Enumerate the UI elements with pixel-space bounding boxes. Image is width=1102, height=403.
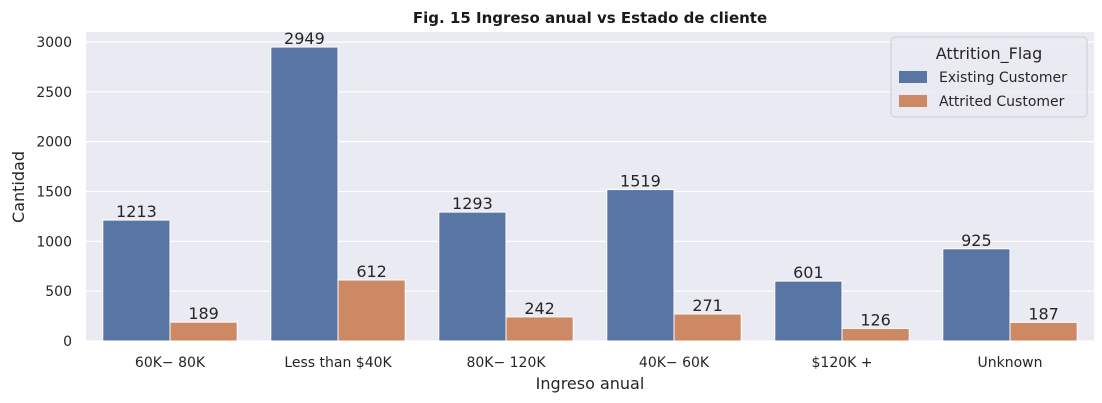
x-tick-label: Unknown (978, 355, 1043, 371)
bar-value-label: 1213 (116, 202, 157, 221)
x-tick-label: 80K− 120K (466, 355, 546, 371)
bar-value-label: 1293 (452, 194, 493, 213)
bar-value-label: 925 (961, 231, 992, 250)
bar-attrited (337, 279, 406, 342)
y-tick-label: 1500 (36, 184, 72, 200)
bar-value-label: 2949 (284, 29, 325, 48)
bar-attrited (169, 321, 238, 342)
chart-title: Fig. 15 Ingreso anual vs Estado de clien… (413, 9, 767, 27)
x-tick-label: 60K− 80K (135, 355, 206, 371)
bar-value-label: 189 (188, 304, 219, 323)
bar-attrited (1009, 321, 1078, 342)
x-tick-label: $120K + (812, 355, 873, 371)
bar-attrited (505, 316, 574, 342)
legend: Attrition_Flag Existing Customer Attrite… (890, 36, 1088, 118)
y-tick-label: 1000 (36, 234, 72, 250)
bar-value-label: 1519 (620, 172, 661, 191)
x-tick-label: 40K− 60K (639, 355, 710, 371)
bar-value-label: 601 (793, 263, 824, 282)
legend-label-attrited: Attrited Customer (939, 94, 1065, 110)
bar-existing (438, 211, 507, 342)
y-tick-label: 2500 (36, 85, 72, 101)
bar-value-label: 271 (692, 296, 723, 315)
y-axis-label: Cantidad (9, 151, 28, 223)
bar-existing (102, 219, 171, 342)
bar-existing (606, 189, 675, 342)
legend-swatch-attrited (899, 95, 927, 107)
bars (102, 46, 1078, 342)
bar-value-label: 187 (1028, 304, 1059, 323)
data-labels: 1213 189 2949 612 1293 242 1519 271 601 126 925 187 (116, 29, 1059, 329)
x-axis-ticks: 60K− 80K Less than $40K 80K− 120K 40K− 60K $… (135, 355, 1043, 371)
y-tick-label: 500 (45, 284, 72, 300)
bar-existing (270, 46, 339, 342)
bar-value-label: 126 (860, 310, 891, 329)
bar-existing (774, 280, 843, 342)
y-axis-ticks: 0 500 1000 1500 2000 2500 3000 (36, 35, 72, 350)
bar-existing (942, 248, 1011, 342)
bar-attrited (673, 313, 742, 342)
y-tick-label: 2000 (36, 135, 72, 151)
legend-swatch-existing (899, 71, 927, 83)
y-tick-label: 3000 (36, 35, 72, 51)
legend-title: Attrition_Flag (936, 44, 1043, 64)
x-tick-label: Less than $40K (284, 355, 392, 371)
x-axis-label: Ingreso anual (536, 374, 645, 393)
bar-attrited (841, 327, 910, 342)
y-tick-label: 0 (63, 334, 72, 350)
legend-box (890, 36, 1088, 118)
legend-label-existing: Existing Customer (939, 70, 1067, 86)
bar-value-label: 242 (524, 299, 555, 318)
bar-value-label: 612 (356, 262, 387, 281)
